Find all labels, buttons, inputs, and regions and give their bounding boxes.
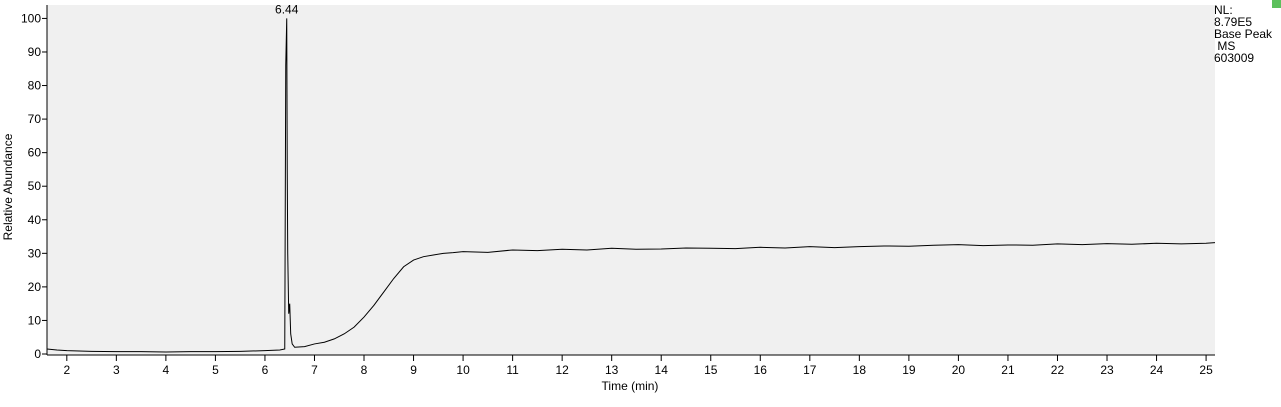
x-tick-label: 23 bbox=[1100, 363, 1114, 377]
info-label: NL: bbox=[1214, 3, 1233, 17]
x-tick-label: 4 bbox=[163, 363, 170, 377]
x-tick-label: 20 bbox=[952, 363, 966, 377]
x-tick-label: 5 bbox=[212, 363, 219, 377]
x-tick-label: 19 bbox=[902, 363, 916, 377]
x-tick-label: 2 bbox=[63, 363, 70, 377]
x-tick-label: 24 bbox=[1150, 363, 1164, 377]
x-tick-label: 16 bbox=[754, 363, 768, 377]
y-tick-label: 90 bbox=[28, 45, 42, 59]
x-tick-label: 8 bbox=[361, 363, 368, 377]
x-tick-label: 14 bbox=[655, 363, 669, 377]
y-axis-label: Relative Abundance bbox=[1, 133, 15, 240]
y-tick-label: 80 bbox=[28, 79, 42, 93]
x-tick-label: 11 bbox=[506, 363, 519, 377]
peak-label: 6.44 bbox=[275, 2, 299, 16]
y-tick-label: 20 bbox=[28, 280, 42, 294]
x-axis-label: Time (min) bbox=[602, 379, 659, 393]
x-tick-label: 18 bbox=[853, 363, 867, 377]
x-tick-label: 25 bbox=[1199, 363, 1213, 377]
x-tick-label: 12 bbox=[555, 363, 569, 377]
y-tick-label: 60 bbox=[28, 146, 42, 160]
x-tick-label: 6 bbox=[262, 363, 269, 377]
x-tick-label: 21 bbox=[1001, 363, 1015, 377]
x-tick-label: 13 bbox=[605, 363, 619, 377]
y-tick-label: 40 bbox=[28, 213, 42, 227]
x-tick-label: 3 bbox=[113, 363, 120, 377]
info-label: 603009 bbox=[1214, 51, 1254, 65]
x-tick-label: 22 bbox=[1051, 363, 1065, 377]
y-tick-label: 70 bbox=[28, 112, 42, 126]
x-tick-label: 17 bbox=[803, 363, 817, 377]
trace bbox=[46, 18, 1216, 353]
x-tick-label: 7 bbox=[311, 363, 318, 377]
plot-area bbox=[47, 5, 1215, 355]
x-tick-label: 15 bbox=[704, 363, 718, 377]
y-tick-label: 100 bbox=[21, 11, 41, 25]
y-tick-label: 30 bbox=[28, 246, 42, 260]
info-label: 8.79E5 bbox=[1214, 15, 1252, 29]
info-label: MS bbox=[1214, 39, 1235, 53]
y-tick-label: 50 bbox=[28, 179, 42, 193]
info-label: Base Peak bbox=[1214, 27, 1273, 41]
status-indicator bbox=[1272, 0, 1281, 8]
y-tick-label: 0 bbox=[34, 347, 41, 361]
y-tick-label: 10 bbox=[28, 313, 42, 327]
x-tick-label: 9 bbox=[410, 363, 417, 377]
x-tick-label: 10 bbox=[456, 363, 470, 377]
